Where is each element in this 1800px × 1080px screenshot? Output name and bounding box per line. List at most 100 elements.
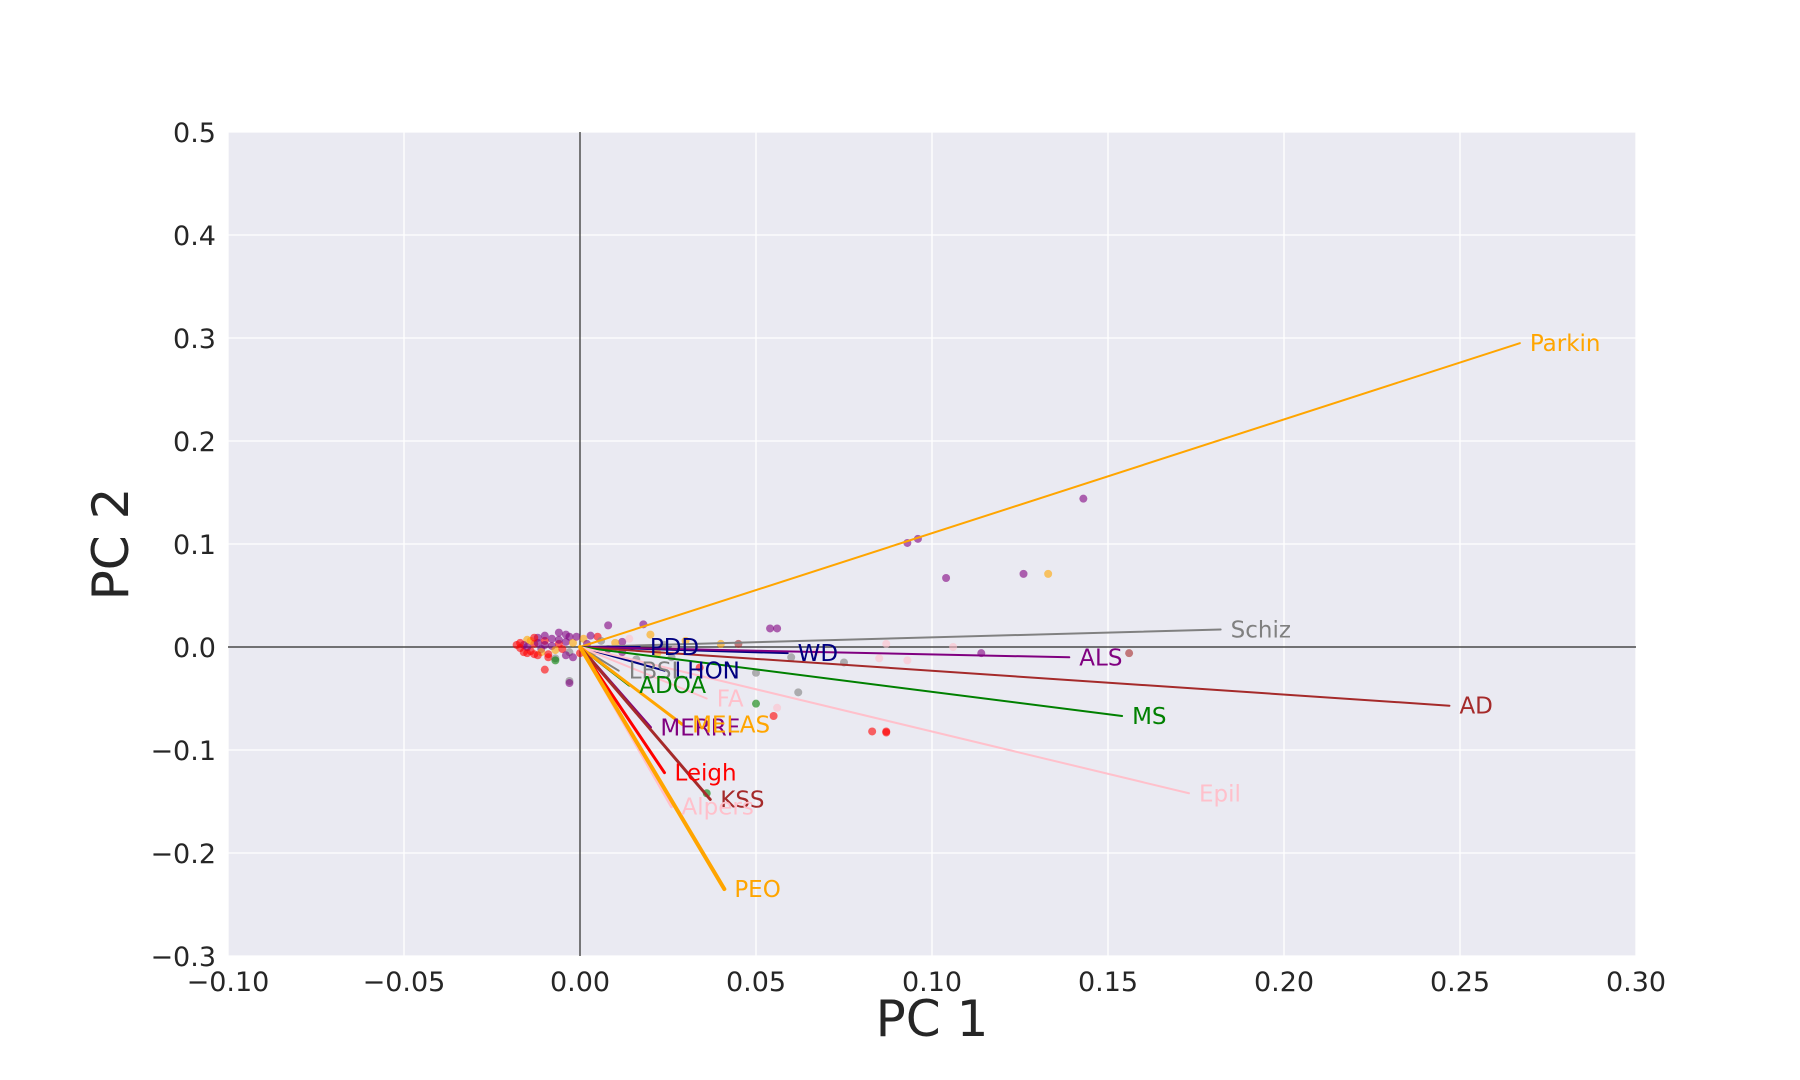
data-point xyxy=(794,688,803,697)
data-point xyxy=(942,573,951,582)
x-tick-label: 0.10 xyxy=(902,967,962,998)
data-point xyxy=(773,703,782,712)
x-tick-label: −0.10 xyxy=(187,967,270,998)
loading-label-ms: MS xyxy=(1132,704,1166,730)
loading-vectors xyxy=(578,342,1521,892)
loading-vector-schiz xyxy=(579,628,1222,648)
loading-label-lhon: LHON xyxy=(674,659,739,685)
data-point xyxy=(530,633,539,642)
loading-label-pdd: PDD xyxy=(650,635,699,661)
data-point xyxy=(734,639,743,648)
data-point xyxy=(586,631,595,640)
zero-lines xyxy=(228,132,1636,956)
data-point xyxy=(554,635,563,644)
y-tick-label: −0.3 xyxy=(150,942,216,973)
loading-label-lbsl: LBSL xyxy=(629,659,685,685)
loading-vector-ms xyxy=(579,646,1124,718)
loading-vector-ad xyxy=(579,646,1451,707)
loading-vector-peo xyxy=(578,645,727,892)
y-tick-label: 0.3 xyxy=(173,324,216,355)
x-tick-labels: −0.10 −0.05 0.00 0.05 0.10 0.15 0.20 0.25 0.30 xyxy=(187,967,1666,998)
x-tick-label: 0.05 xyxy=(726,967,786,998)
loading-label-alpers: Alpers xyxy=(682,795,754,821)
data-point xyxy=(695,663,704,672)
data-point xyxy=(611,638,620,647)
data-point xyxy=(766,624,775,633)
loading-vector-als xyxy=(579,646,1071,659)
data-point xyxy=(949,643,958,651)
data-point xyxy=(572,632,581,641)
x-axis-label: PC 1 xyxy=(876,990,989,1048)
loading-label-schiz: Schiz xyxy=(1231,617,1291,643)
data-point xyxy=(568,638,577,647)
data-point xyxy=(561,630,570,639)
loading-vector-kss xyxy=(578,645,712,801)
data-point xyxy=(523,643,532,651)
data-point xyxy=(551,646,560,655)
loading-label-kss: KSS xyxy=(720,787,764,813)
y-tick-label: 0.2 xyxy=(173,427,216,458)
x-tick-label: 0.00 xyxy=(550,967,610,998)
data-point xyxy=(787,653,796,662)
data-point xyxy=(540,631,549,640)
data-point xyxy=(568,653,577,662)
x-tick-label: 0.15 xyxy=(1078,967,1138,998)
data-point xyxy=(561,651,570,660)
loading-label-leigh: Leigh xyxy=(674,761,736,787)
data-point xyxy=(868,727,877,736)
loading-vector-melas xyxy=(578,645,684,726)
data-point xyxy=(544,653,553,662)
loading-vector-fa xyxy=(579,646,708,700)
x-tick-label: 0.25 xyxy=(1430,967,1490,998)
data-point xyxy=(523,649,532,658)
data-point xyxy=(561,637,570,646)
loading-label-fa: FA xyxy=(717,687,744,713)
data-point xyxy=(752,699,760,708)
loading-label-ad: AD xyxy=(1459,694,1492,720)
y-tick-labels: −0.3 −0.2 −0.1 0.0 0.1 0.2 0.3 0.4 0.5 xyxy=(150,118,216,973)
data-point xyxy=(903,656,912,665)
data-point xyxy=(533,651,542,660)
data-point xyxy=(1125,649,1134,658)
y-axis-label: PC 2 xyxy=(82,488,140,601)
loading-vector-parkin xyxy=(579,342,1521,648)
loading-vector-epil xyxy=(579,646,1190,795)
data-point xyxy=(554,628,563,637)
y-tick-label: 0.5 xyxy=(173,118,216,149)
data-point xyxy=(547,634,556,643)
data-point xyxy=(618,637,627,646)
y-tick-label: 0.0 xyxy=(173,633,216,664)
x-tick-label: 0.20 xyxy=(1254,967,1314,998)
data-point xyxy=(752,668,760,677)
data-point xyxy=(1079,494,1088,503)
data-point xyxy=(540,665,549,674)
x-tick-label: 0.30 xyxy=(1606,967,1666,998)
data-point xyxy=(646,630,655,639)
y-tick-label: −0.2 xyxy=(150,839,216,870)
data-point xyxy=(1044,569,1053,578)
data-point xyxy=(773,624,782,633)
loading-label-melas: MELAS xyxy=(692,712,770,738)
data-point xyxy=(604,621,613,630)
data-point xyxy=(882,639,891,648)
data-point xyxy=(882,728,891,737)
data-point xyxy=(540,640,549,649)
y-tick-label: −0.1 xyxy=(150,736,216,767)
data-point xyxy=(625,634,634,643)
loading-label-epil: Epil xyxy=(1199,781,1241,807)
data-point xyxy=(1019,569,1028,578)
loading-label-peo: PEO xyxy=(734,877,781,903)
y-tick-label: 0.4 xyxy=(173,221,216,252)
loading-label-als: ALS xyxy=(1079,645,1122,671)
loading-label-parkin: Parkin xyxy=(1530,331,1601,357)
data-point xyxy=(516,638,525,647)
data-point xyxy=(565,679,574,688)
data-point xyxy=(558,645,567,654)
y-tick-label: 0.1 xyxy=(173,530,216,561)
loading-label-wd: WD xyxy=(798,641,838,667)
data-point xyxy=(769,712,778,721)
loading-label-adoa: ADOA xyxy=(639,673,706,699)
data-point xyxy=(875,654,884,663)
